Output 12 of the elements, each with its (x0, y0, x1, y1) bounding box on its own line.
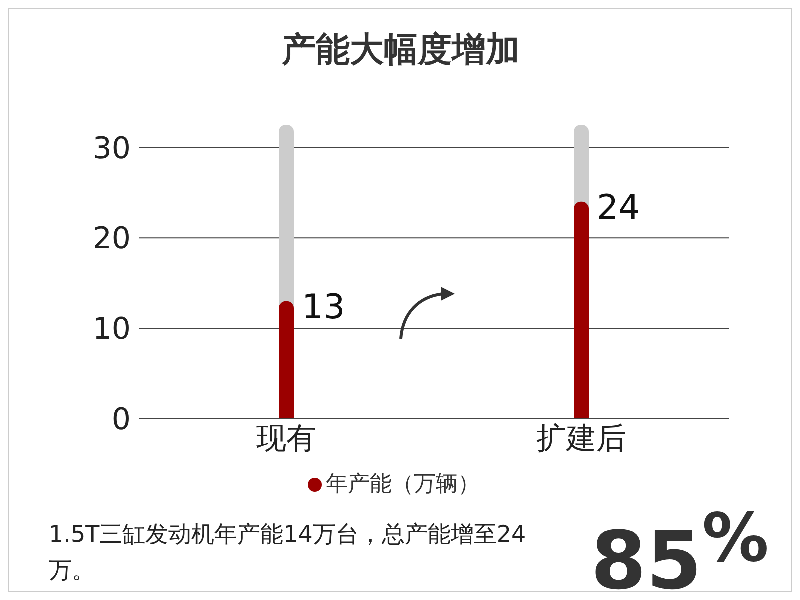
data-label: 24 (597, 188, 640, 228)
x-tick-label: 扩建后 (536, 421, 626, 456)
chart-title: 产能大幅度增加 (280, 29, 521, 72)
text: 1.5T三缸发动机年产能14万台，总产能增至24万。 (49, 521, 528, 586)
x-tick-label: 现有 (256, 421, 316, 456)
data-label: 13 (302, 288, 346, 328)
y-tick-label: 0 (112, 402, 131, 438)
y-tick-label: 10 (92, 312, 131, 348)
y-tick-label: 30 (92, 131, 131, 166)
text: 85$^{%}$ (590, 498, 769, 600)
y-tick-label: 20 (92, 222, 131, 257)
legend-label: 年产能（万辆） (326, 472, 480, 497)
